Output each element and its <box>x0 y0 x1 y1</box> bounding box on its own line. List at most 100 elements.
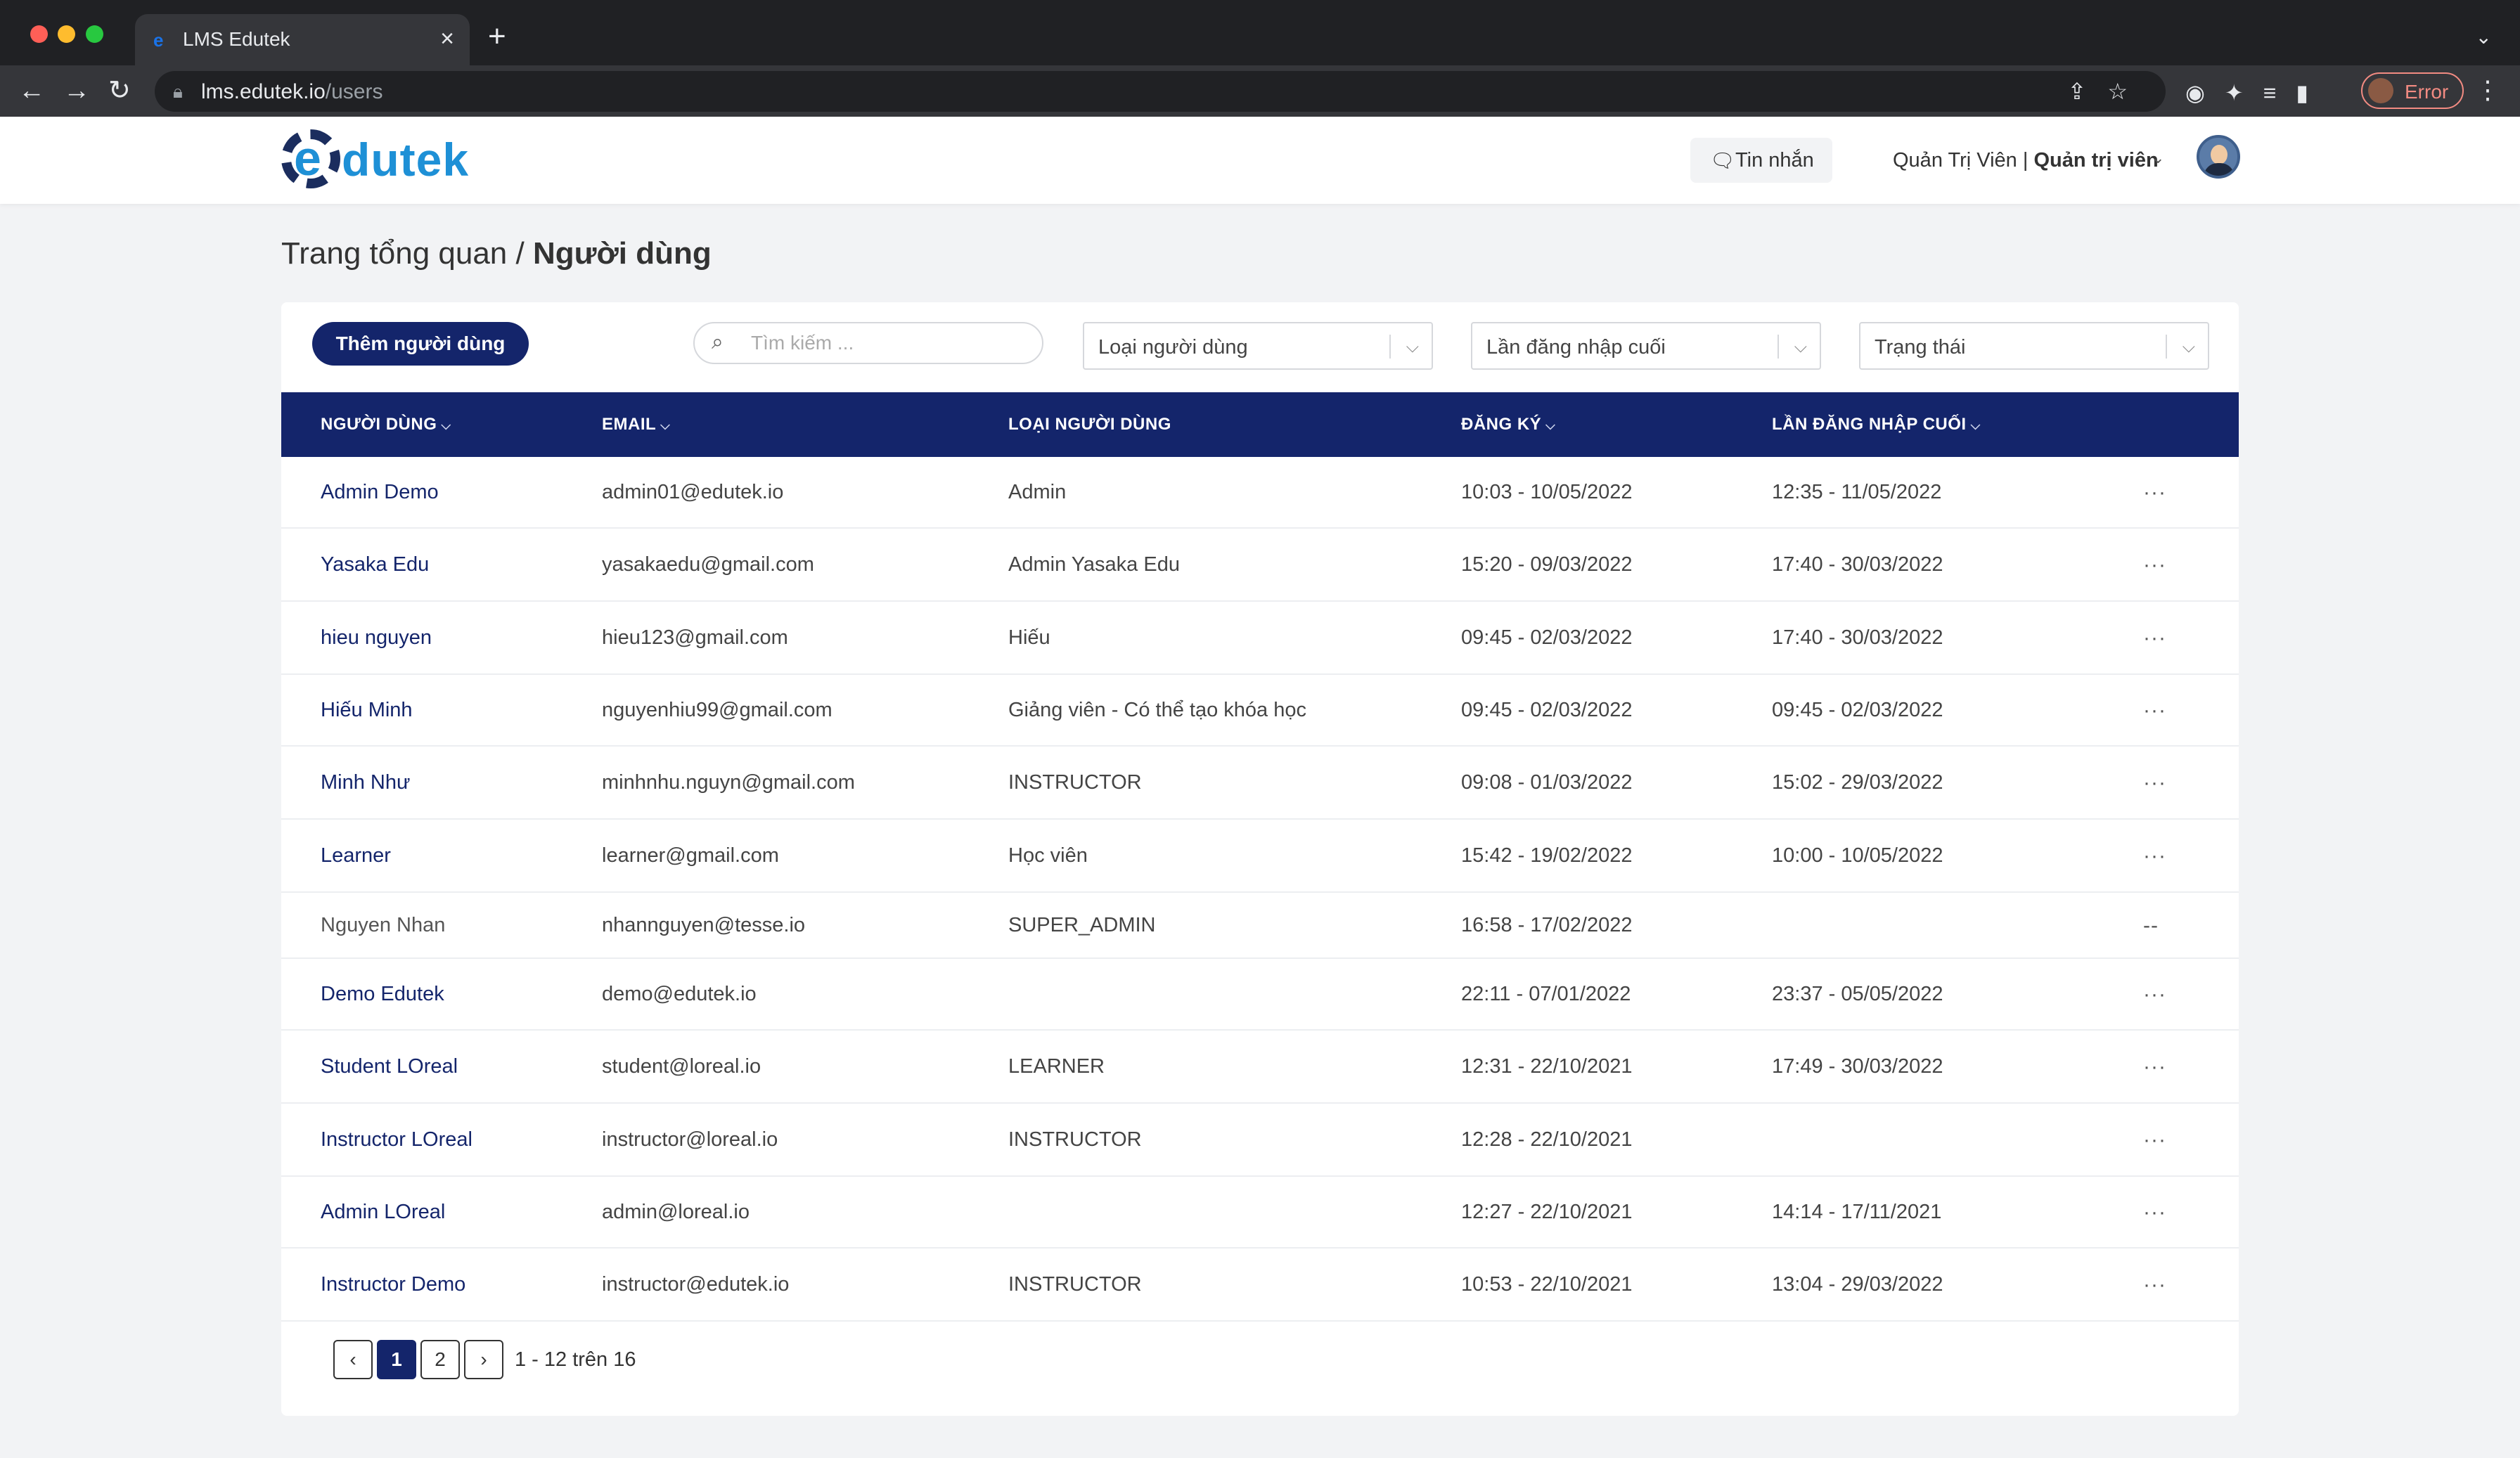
last-login-date: 17:49 - 30/03/2022 <box>1772 1055 1943 1078</box>
user-role-menu[interactable]: Quản Trị Viên | Quản trị viên <box>1893 149 2159 172</box>
tab-search-chevron-icon[interactable]: ⌄ <box>2475 26 2492 48</box>
column-header-email[interactable]: EMAIL ⌵ <box>602 415 671 434</box>
user-type: INSTRUCTOR <box>1008 1273 1142 1296</box>
page-1-button[interactable]: 1 <box>377 1340 416 1379</box>
column-header-type: LOẠI NGƯỜI DÙNG <box>1008 415 1171 434</box>
search-box: ⌕ <box>693 322 1043 364</box>
chat-icon: 🗨︎ <box>1710 150 1735 172</box>
share-bookmark-icons[interactable]: ⇪☆ <box>2067 79 2149 104</box>
registered-date: 12:31 - 22/10/2021 <box>1461 1055 1633 1078</box>
user-email: demo@edutek.io <box>602 983 757 1005</box>
logo-letter: e <box>294 131 321 186</box>
add-user-button[interactable]: Thêm người dùng <box>312 322 529 366</box>
status-select[interactable]: Trạng thái ⌵ <box>1859 322 2209 370</box>
row-actions-button: -- <box>2143 914 2159 937</box>
minimize-window-button[interactable] <box>58 25 75 43</box>
registered-date: 10:03 - 10/05/2022 <box>1461 481 1633 503</box>
browser-tab[interactable]: e LMS Edutek × <box>135 14 470 65</box>
user-name-link[interactable]: Hiếu Minh <box>321 699 413 721</box>
registered-date: 16:58 - 17/02/2022 <box>1461 914 1633 936</box>
messages-button[interactable]: 🗨︎ Tin nhắn <box>1690 138 1832 183</box>
user-email: instructor@loreal.io <box>602 1128 778 1151</box>
user-type: INSTRUCTOR <box>1008 771 1142 794</box>
row-actions-button[interactable]: ··· <box>2143 771 2166 794</box>
table-row: Minh Như minhnhu.nguyn@gmail.com INSTRUCTO… <box>281 747 2239 820</box>
user-name-link[interactable]: hieu nguyen <box>321 626 432 649</box>
browser-menu-icon[interactable]: ⋮ <box>2475 75 2500 104</box>
user-type: Admin Yasaka Edu <box>1008 553 1180 576</box>
row-actions-button[interactable]: ··· <box>2143 481 2166 504</box>
url-input[interactable]: 🔒︎ lms.edutek.io/users ⇪☆ <box>155 71 2166 112</box>
row-actions-button[interactable]: ··· <box>2143 983 2166 1006</box>
user-email: hieu123@gmail.com <box>602 626 788 649</box>
extension-icons[interactable]: ◉✦≡▮ <box>2185 80 2329 105</box>
tab-title: LMS Edutek <box>183 28 290 50</box>
column-header-registered[interactable]: ĐĂNG KÝ ⌵ <box>1461 415 1556 434</box>
registered-date: 09:08 - 01/03/2022 <box>1461 771 1633 794</box>
table-row: Instructor Demo instructor@edutek.io INSTR… <box>281 1249 2239 1322</box>
forward-icon[interactable]: → <box>63 76 90 105</box>
row-actions-button[interactable]: ··· <box>2143 626 2166 650</box>
maximize-window-button[interactable] <box>86 25 103 43</box>
back-icon[interactable]: ← <box>18 76 45 105</box>
row-actions-button[interactable]: ··· <box>2143 844 2166 867</box>
registered-date: 22:11 - 07/01/2022 <box>1461 983 1631 1005</box>
user-type: SUPER_ADMIN <box>1008 914 1156 936</box>
user-email: minhnhu.nguyn@gmail.com <box>602 771 855 794</box>
row-actions-button[interactable]: ··· <box>2143 1201 2166 1224</box>
user-name-link[interactable]: Demo Edutek <box>321 983 444 1005</box>
last-login-date: 14:14 - 17/11/2021 <box>1772 1201 1942 1223</box>
table-header: NGƯỜI DÙNG ⌵ EMAIL ⌵ LOẠI NGƯỜI DÙNG ĐĂNG … <box>281 392 2239 457</box>
row-actions-button[interactable]: ··· <box>2143 699 2166 722</box>
favicon-icon: e <box>153 30 164 51</box>
user-name-link[interactable]: Admin LOreal <box>321 1201 446 1223</box>
prev-page-button[interactable]: ‹ <box>333 1340 373 1379</box>
row-actions-button[interactable]: ··· <box>2143 1273 2166 1296</box>
row-actions-button[interactable]: ··· <box>2143 1128 2166 1151</box>
user-name-link[interactable]: Admin Demo <box>321 481 439 503</box>
address-bar: ← → ↻ 🔒︎ lms.edutek.io/users ⇪☆ ◉✦≡▮ Err… <box>0 65 2520 117</box>
last-login-date: 17:40 - 30/03/2022 <box>1772 626 1943 649</box>
user-name-link[interactable]: Instructor Demo <box>321 1273 466 1296</box>
table-row: Admin Demo admin01@edutek.io Admin 10:03 - … <box>281 457 2239 529</box>
close-tab-icon[interactable]: × <box>440 25 454 52</box>
user-type: Học viên <box>1008 844 1088 867</box>
user-type-select[interactable]: Loại người dùng ⌵ <box>1083 322 1433 370</box>
profile-error-button[interactable]: Error <box>2361 72 2464 109</box>
lock-icon: 🔒︎ <box>173 81 183 102</box>
browser-tab-bar: e LMS Edutek × + ⌄ <box>0 0 2520 65</box>
search-input[interactable] <box>751 330 1025 356</box>
column-header-user[interactable]: NGƯỜI DÙNG ⌵ <box>321 415 451 434</box>
reload-icon[interactable]: ↻ <box>108 76 131 105</box>
page-2-button[interactable]: 2 <box>420 1340 460 1379</box>
next-page-button[interactable]: › <box>464 1340 503 1379</box>
row-actions-button[interactable]: ··· <box>2143 1055 2166 1078</box>
table-row: Admin LOreal admin@loreal.io 12:27 - 22/10… <box>281 1177 2239 1249</box>
registered-date: 10:53 - 22/10/2021 <box>1461 1273 1633 1296</box>
sort-icon: ⌵ <box>1545 418 1556 432</box>
user-name-link[interactable]: Instructor LOreal <box>321 1128 472 1151</box>
pagination-info: 1 - 12 trên 16 <box>515 1348 636 1371</box>
search-icon: ⌕ <box>712 330 724 354</box>
user-type: Giảng viên - Có thể tạo khóa học <box>1008 699 1306 721</box>
user-email: nguyenhiu99@gmail.com <box>602 699 832 721</box>
last-login-date: 17:40 - 30/03/2022 <box>1772 553 1943 576</box>
table-row: Demo Edutek demo@edutek.io 22:11 - 07/01/2… <box>281 959 2239 1031</box>
user-name-link[interactable]: Learner <box>321 844 391 867</box>
edutek-logo[interactable]: e dutek <box>281 127 468 194</box>
new-tab-icon[interactable]: + <box>488 19 506 53</box>
user-name-link[interactable]: Yasaka Edu <box>321 553 430 576</box>
chevron-down-icon: ⌵ <box>1794 337 1807 356</box>
column-header-last-login[interactable]: LẦN ĐĂNG NHẬP CUỐI ⌵ <box>1772 415 1981 434</box>
close-window-button[interactable] <box>30 25 48 43</box>
row-actions-button[interactable]: ··· <box>2143 553 2166 576</box>
breadcrumb-parent[interactable]: Trang tổng quan / <box>281 236 525 271</box>
user-name-link[interactable]: Student LOreal <box>321 1055 458 1078</box>
profile-avatar-icon <box>2368 78 2393 103</box>
chevron-down-icon[interactable]: ⌄ <box>2152 149 2165 167</box>
user-name-link[interactable]: Minh Như <box>321 771 411 794</box>
last-login-select[interactable]: Lần đăng nhập cuối ⌵ <box>1471 322 1821 370</box>
avatar[interactable] <box>2197 135 2240 179</box>
registered-date: 12:28 - 22/10/2021 <box>1461 1128 1633 1151</box>
user-type: Admin <box>1008 481 1067 503</box>
